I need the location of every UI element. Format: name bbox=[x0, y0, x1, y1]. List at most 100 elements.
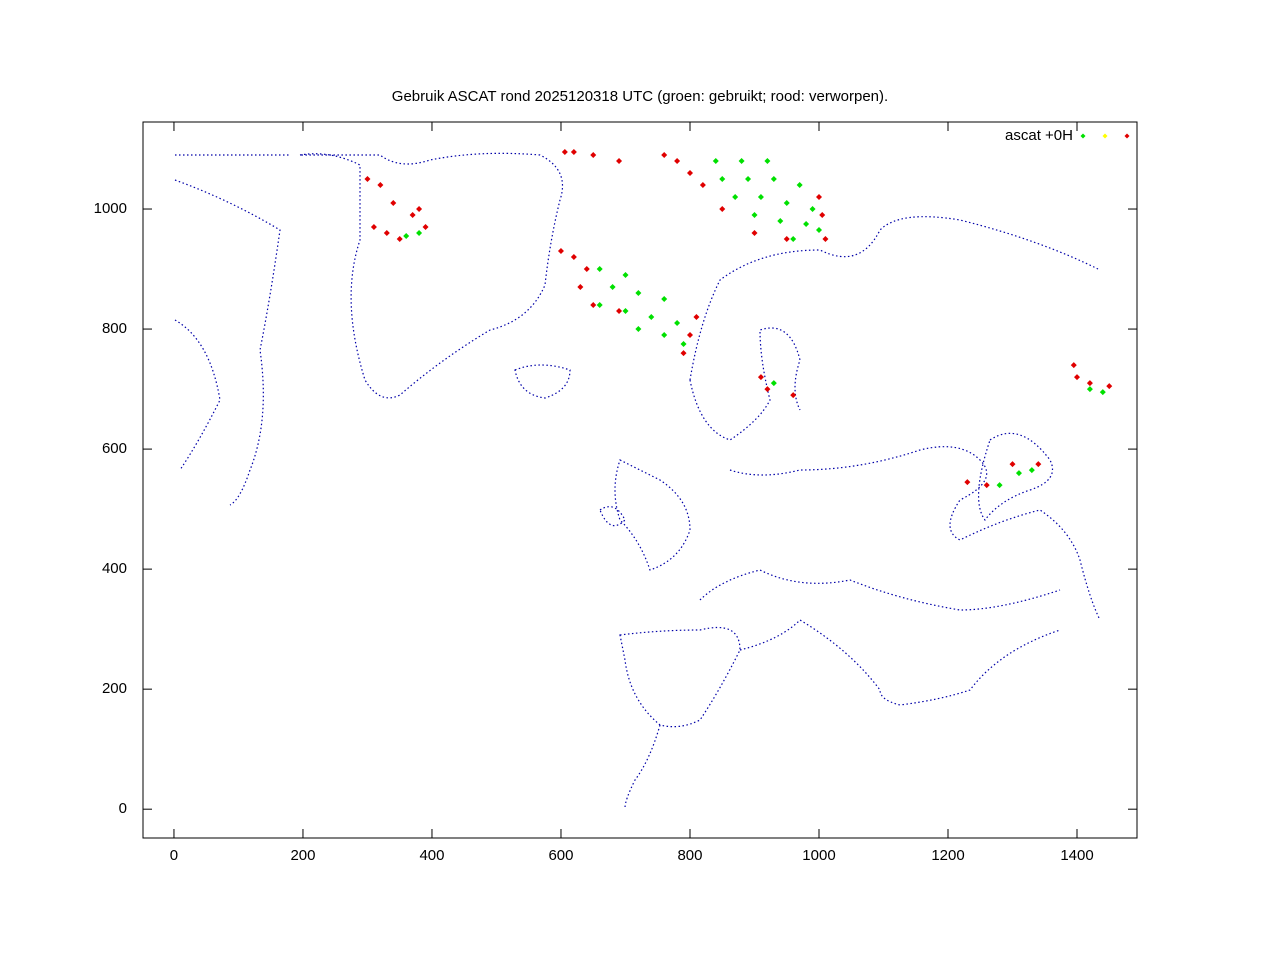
point bbox=[1086, 380, 1093, 387]
point bbox=[596, 302, 603, 309]
point bbox=[661, 332, 668, 339]
point bbox=[680, 341, 687, 348]
point bbox=[783, 200, 790, 207]
point bbox=[635, 326, 642, 333]
point bbox=[416, 206, 423, 213]
point bbox=[770, 176, 777, 183]
point bbox=[570, 254, 577, 261]
point bbox=[796, 182, 803, 189]
point bbox=[764, 386, 771, 393]
point bbox=[964, 479, 971, 486]
chart-title: Gebruik ASCAT rond 2025120318 UTC (groen… bbox=[392, 88, 888, 105]
point bbox=[616, 308, 623, 315]
point bbox=[661, 152, 668, 159]
legend-label: ascat +0H bbox=[1005, 127, 1073, 144]
x-tick-label: 400 bbox=[419, 847, 444, 864]
point bbox=[1028, 467, 1035, 474]
point bbox=[390, 200, 397, 207]
point bbox=[1099, 389, 1106, 396]
point bbox=[622, 308, 629, 315]
x-tick-label: 0 bbox=[170, 847, 178, 864]
canada bbox=[174, 154, 290, 506]
point bbox=[686, 332, 693, 339]
point bbox=[996, 482, 1003, 489]
point bbox=[577, 284, 584, 291]
point bbox=[590, 152, 597, 159]
iceland bbox=[514, 364, 571, 399]
point bbox=[674, 158, 681, 165]
point bbox=[422, 224, 429, 231]
x-tick-label: 800 bbox=[677, 847, 702, 864]
point bbox=[745, 176, 752, 183]
point bbox=[719, 176, 726, 183]
point bbox=[648, 314, 655, 321]
legend-marker bbox=[1102, 133, 1108, 139]
point bbox=[770, 380, 777, 387]
point bbox=[751, 212, 758, 219]
point bbox=[674, 320, 681, 327]
point bbox=[377, 182, 384, 189]
coastline bbox=[174, 152, 1101, 809]
point bbox=[1086, 386, 1093, 393]
point bbox=[822, 236, 829, 243]
uk bbox=[599, 459, 691, 571]
point bbox=[609, 284, 616, 291]
point bbox=[815, 194, 822, 201]
point bbox=[596, 266, 603, 273]
point bbox=[364, 176, 371, 183]
point bbox=[1015, 470, 1022, 477]
x-tick-label: 200 bbox=[290, 847, 315, 864]
point bbox=[815, 227, 822, 234]
point bbox=[777, 218, 784, 225]
point bbox=[783, 236, 790, 243]
point bbox=[622, 272, 629, 279]
point bbox=[570, 149, 577, 156]
legend-marker bbox=[1124, 133, 1130, 139]
point bbox=[790, 236, 797, 243]
point bbox=[757, 194, 764, 201]
point bbox=[1070, 362, 1077, 369]
x-tick-label: 600 bbox=[548, 847, 573, 864]
point bbox=[712, 158, 719, 165]
point bbox=[757, 374, 764, 381]
point bbox=[1035, 461, 1042, 468]
x-tick-label: 1000 bbox=[802, 847, 835, 864]
point bbox=[416, 230, 423, 237]
point bbox=[686, 170, 693, 177]
point bbox=[383, 230, 390, 237]
y-tick-label: 600 bbox=[102, 440, 127, 457]
point bbox=[557, 248, 564, 255]
point bbox=[732, 194, 739, 201]
point bbox=[370, 224, 377, 231]
point bbox=[403, 233, 410, 240]
point bbox=[590, 302, 597, 309]
y-tick-label: 800 bbox=[102, 320, 127, 337]
plot-frame bbox=[142, 121, 1138, 839]
europe bbox=[619, 446, 1101, 809]
y-tick-label: 400 bbox=[102, 560, 127, 577]
x-tick-label: 1400 bbox=[1060, 847, 1093, 864]
y-tick-label: 1000 bbox=[94, 200, 127, 217]
point bbox=[751, 230, 758, 237]
point bbox=[583, 266, 590, 273]
scandinavia bbox=[689, 216, 1101, 441]
point bbox=[680, 350, 687, 357]
point bbox=[616, 158, 623, 165]
point bbox=[635, 290, 642, 297]
legend-marker bbox=[1080, 133, 1086, 139]
point bbox=[790, 392, 797, 399]
point bbox=[661, 296, 668, 303]
point bbox=[409, 212, 416, 219]
point bbox=[699, 182, 706, 189]
point bbox=[396, 236, 403, 243]
point bbox=[764, 158, 771, 165]
point bbox=[983, 482, 990, 489]
point bbox=[719, 206, 726, 213]
point bbox=[738, 158, 745, 165]
x-tick-label: 1200 bbox=[931, 847, 964, 864]
point bbox=[1074, 374, 1081, 381]
point bbox=[1106, 383, 1113, 390]
point bbox=[809, 206, 816, 213]
